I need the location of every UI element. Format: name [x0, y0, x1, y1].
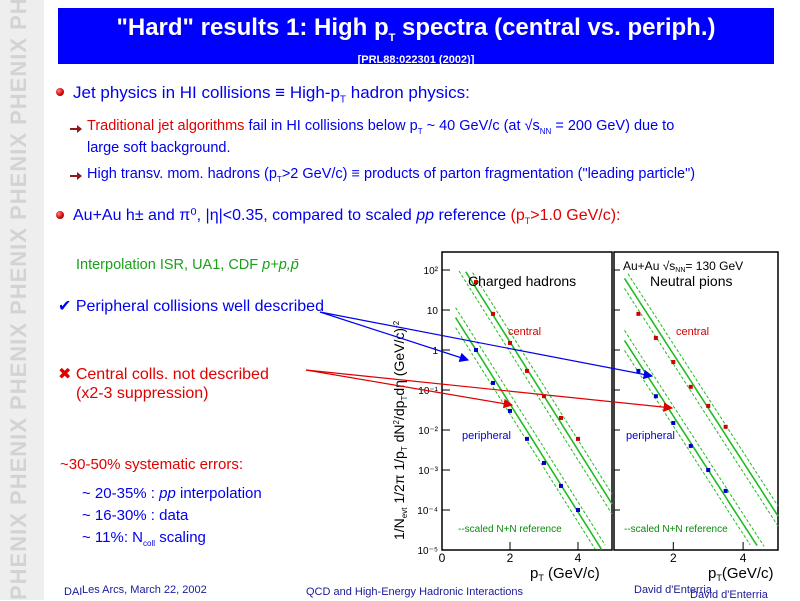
arrow-peripheral-left — [319, 311, 470, 362]
central-not-described-note: ✖ Central colls. not described — [58, 366, 269, 383]
y-tick-label: 10⁻⁵ — [417, 546, 438, 557]
x-tick-label: 4 — [740, 551, 747, 565]
x-tick-label: 0 — [439, 551, 446, 565]
interpolation-note: Interpolation ISR, UA1, CDF p+p,p̄ — [76, 257, 299, 273]
data-point-peripheral — [491, 380, 495, 385]
x-tick-label: 4 — [575, 551, 582, 565]
x-axis-label-right: pT(GeV/c) — [708, 565, 774, 583]
data-point-peripheral — [653, 394, 658, 399]
peripheral-described-note: ✔ Peripheral collisions well described — [58, 298, 324, 315]
x-tick-label: 2 — [670, 551, 677, 565]
data-point-central — [706, 403, 711, 408]
data-point-central — [653, 335, 658, 340]
bullet-jet-physics: Jet physics in HI collisions ≡ High-pT h… — [73, 83, 470, 106]
data-point-central — [559, 415, 563, 420]
data-point-peripheral — [723, 488, 728, 493]
data-point-central — [542, 394, 546, 399]
reference-band-central-left — [458, 270, 613, 515]
slide-reference: [PRL88:022301 (2002)] — [357, 53, 475, 66]
arrow-central-right — [305, 369, 674, 412]
arrow-central-left — [305, 369, 514, 409]
panel-right-title: Neutral pions — [650, 273, 733, 289]
data-point-central — [671, 360, 676, 365]
footer-dai: DAI — [64, 586, 83, 598]
panel-left-title: Charged hadrons — [468, 273, 576, 289]
phenix-logo-sidebar: PHENIX PHENIX PHENIX PHENIX PHENIX PHENI… — [0, 0, 44, 600]
data-point-central — [688, 384, 693, 389]
slide-title-box: "Hard" results 1: High pT spectra (centr… — [58, 8, 774, 66]
reference-band-peripheral-right — [624, 330, 765, 547]
reference-band-central-right — [627, 273, 779, 507]
data-point-peripheral — [636, 368, 641, 373]
panel-right-frame — [613, 251, 779, 551]
central-label-left: central — [508, 326, 541, 338]
systematic-item-ncoll: ~ 11%: Ncoll scaling — [82, 529, 206, 548]
data-point-peripheral — [559, 483, 563, 488]
arrow-bullet-icon — [70, 125, 82, 133]
systematic-item-pp: ~ 20-35% : pp interpolation — [82, 485, 262, 502]
reference-band-central-left — [472, 272, 613, 495]
data-point-peripheral — [576, 508, 580, 512]
footer-conference: QCD and High-Energy Hadronic Interaction… — [306, 586, 524, 598]
data-point-central — [576, 436, 580, 441]
x-axis-label-left: pT (GeV/c) — [530, 565, 600, 583]
reference-band-peripheral-left — [455, 307, 606, 546]
data-point-peripheral — [706, 468, 711, 472]
footer-author-overlay: David d'Enterria — [690, 589, 768, 601]
arrow-bullet-icon — [70, 172, 82, 180]
panel-left-frame — [441, 251, 613, 551]
suppression-note: (x2-3 suppression) — [76, 385, 209, 402]
systematic-item-data: ~ 16-30% : data — [82, 507, 189, 524]
data-point-peripheral — [474, 348, 478, 352]
data-point-peripheral — [525, 436, 529, 441]
y-tick-label: 10⁻⁴ — [417, 506, 438, 517]
sub-bullet-high-pt-hadrons: High transv. mom. hadrons (pT>2 GeV/c) ≡… — [87, 166, 696, 184]
reference-band-peripheral-right — [624, 350, 751, 546]
spectra-plot: 1/Nevt 1/2π 1/pT dN2/dpTdη (GeV/c)-2 10²… — [391, 251, 779, 583]
footer-author: David d'Enterria — [634, 584, 712, 596]
data-point-central — [525, 368, 529, 373]
y-tick-label: 10⁻³ — [418, 466, 438, 477]
data-point-peripheral — [508, 408, 512, 413]
bullet-auau-comparison: Au+Au h± and π⁰, |η|<0.35, compared to s… — [73, 207, 621, 227]
central-label-right: central — [676, 326, 709, 338]
data-point-peripheral — [542, 460, 546, 465]
y-tick-label: 10 — [427, 306, 439, 317]
reference-label-left: --scaled N+N reference — [458, 524, 562, 535]
reference-band-central-right — [624, 288, 779, 527]
bullet-icon — [56, 88, 64, 96]
reference-curve-central-right — [623, 277, 779, 517]
y-tick-label: 10² — [424, 266, 439, 277]
system-label: Au+Au √sNN= 130 GeV — [623, 259, 743, 274]
peripheral-label-left: peripheral — [462, 430, 511, 442]
data-point-central — [636, 311, 641, 316]
data-point-peripheral — [688, 443, 693, 448]
y-tick-label: 10⁻² — [418, 426, 438, 437]
data-point-central — [474, 280, 478, 285]
sub-bullet-traditional-jets-line2: large soft background. — [87, 140, 231, 156]
data-point-peripheral — [671, 420, 676, 425]
bullet-icon — [56, 211, 64, 219]
sub-bullet-traditional-jets: Traditional jet algorithms fail in HI co… — [87, 118, 675, 136]
data-point-central — [491, 311, 495, 316]
data-point-central — [723, 424, 728, 429]
y-tick-label: 1 — [432, 346, 438, 357]
x-tick-label: 2 — [507, 551, 514, 565]
peripheral-label-right: peripheral — [626, 430, 675, 442]
reference-label-right: --scaled N+N reference — [624, 524, 728, 535]
reference-curve-central-left — [465, 271, 613, 505]
data-point-central — [508, 340, 512, 345]
y-tick-label: 10⁻¹ — [418, 386, 438, 397]
slide-title: "Hard" results 1: High pT spectra (centr… — [116, 14, 716, 44]
systematic-errors-heading: ~30-50% systematic errors: — [60, 456, 243, 473]
footer-date: Les Arcs, March 22, 2002 — [82, 584, 207, 596]
arrow-peripheral-right — [319, 311, 654, 380]
